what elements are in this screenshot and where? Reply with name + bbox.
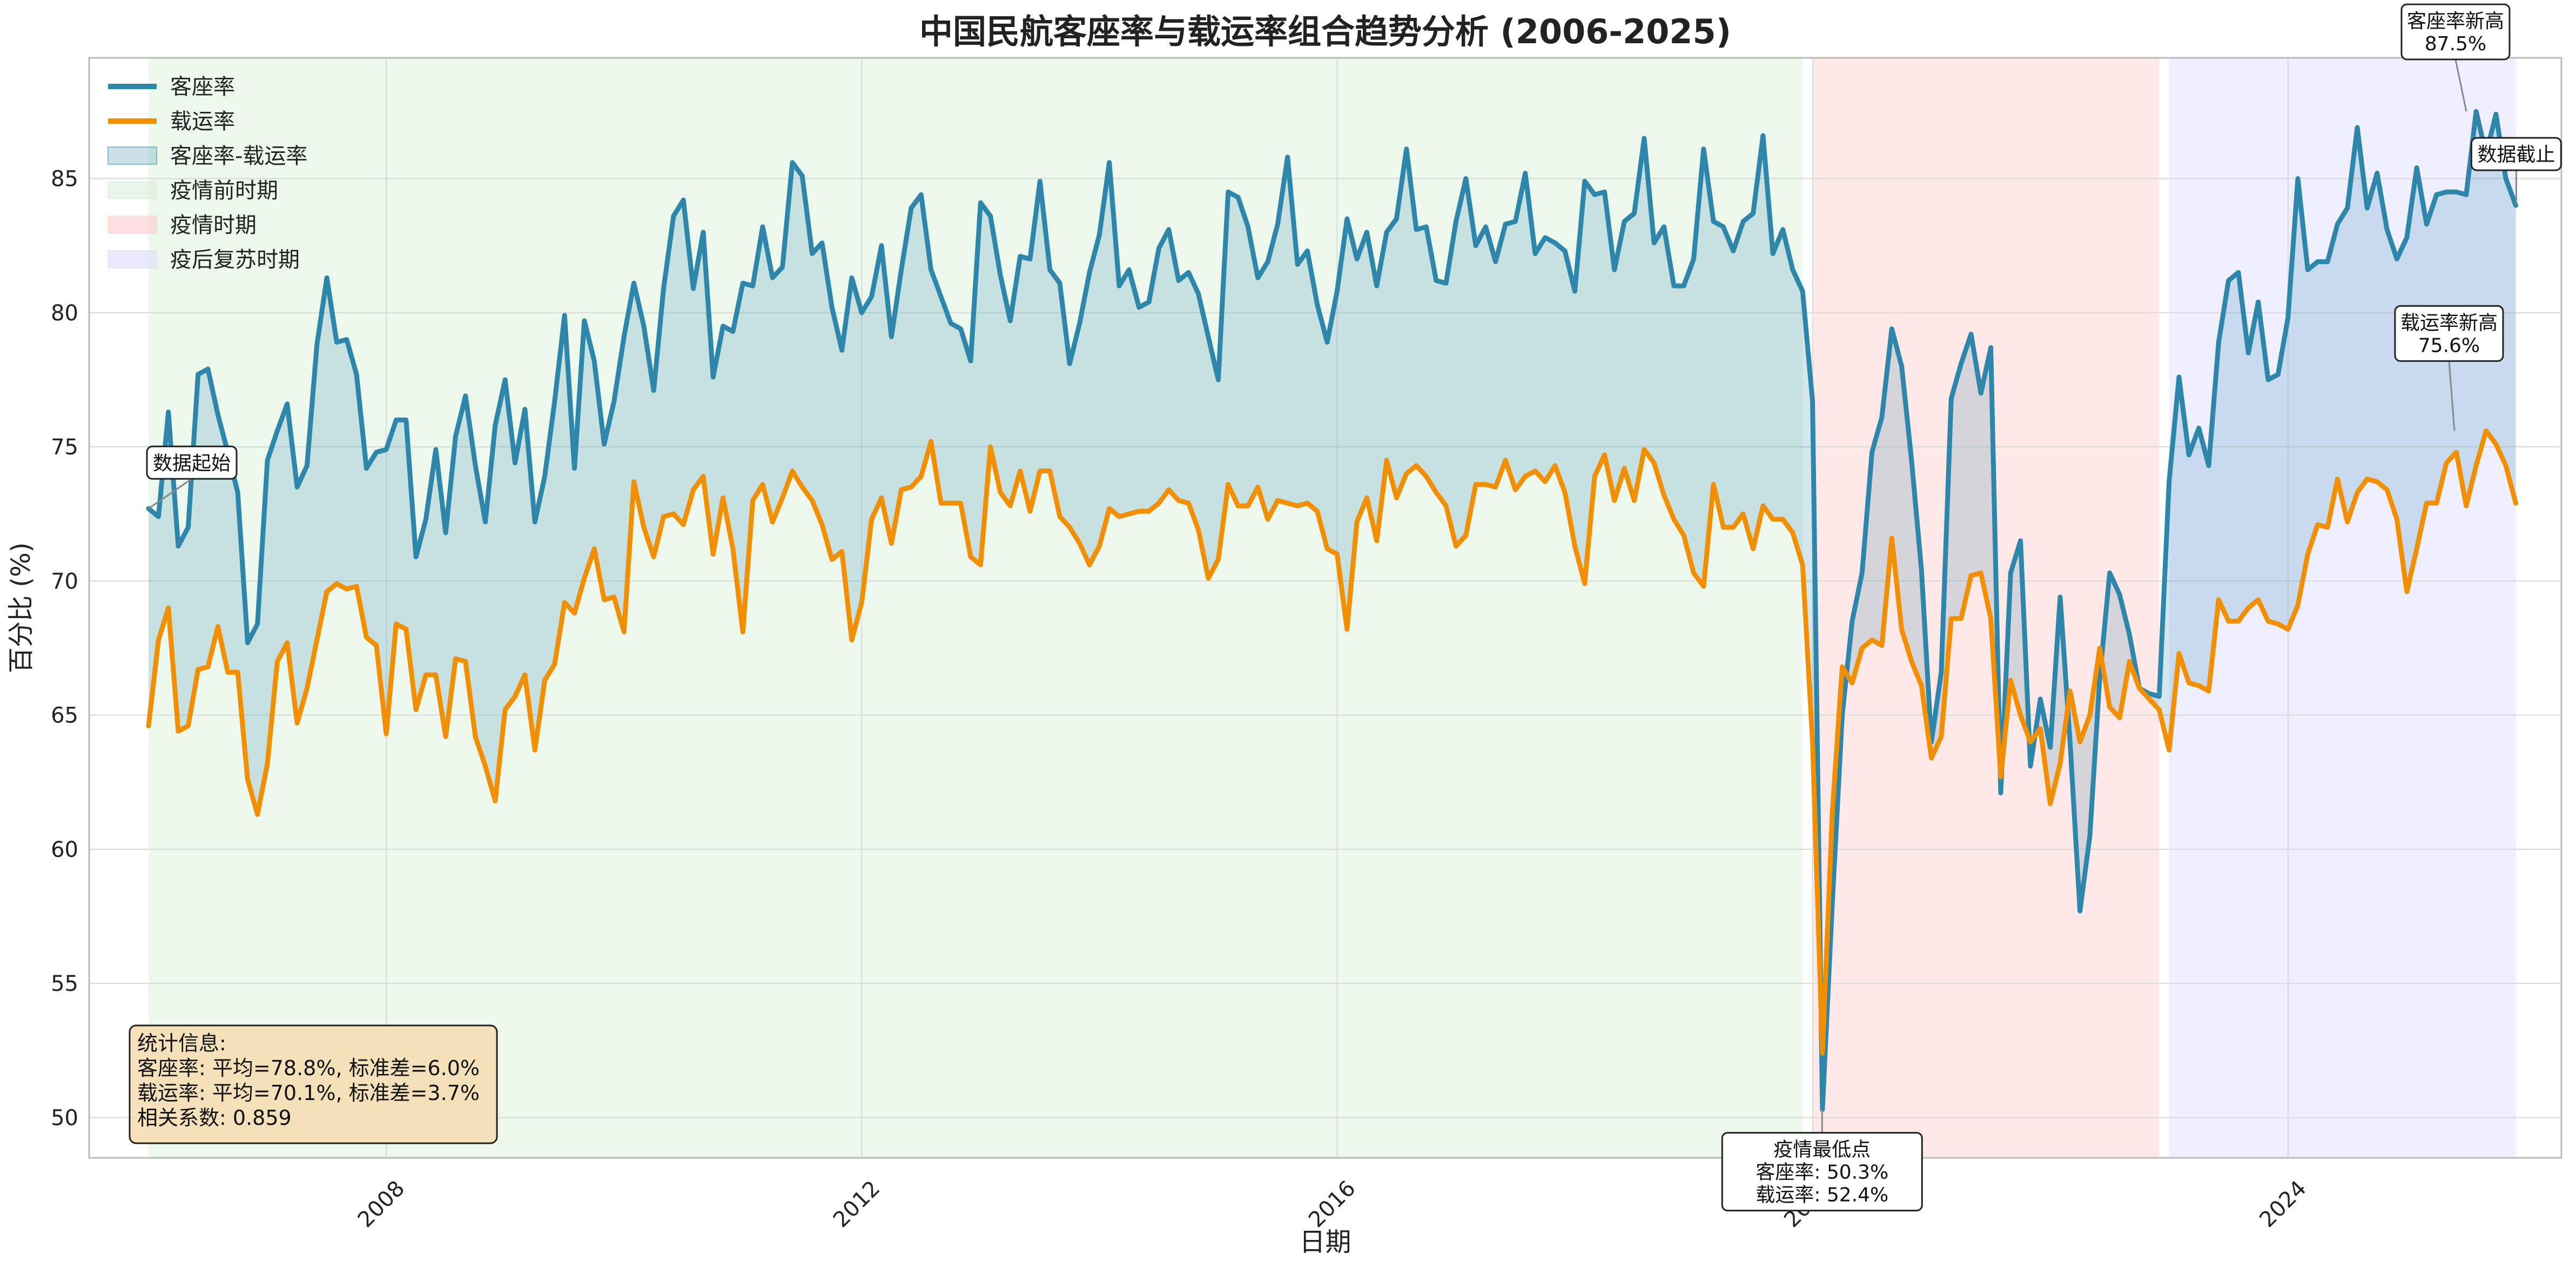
- period-band-0: [149, 58, 1803, 1158]
- legend-swatch-patch: [107, 216, 157, 234]
- stats-box: 统计信息:客座率: 平均=78.8%, 标准差=6.0%载运率: 平均=70.1…: [129, 1024, 498, 1144]
- annotation-text: 载运率新高: [2400, 312, 2498, 334]
- y-tick-label: 65: [51, 703, 78, 728]
- fill-between-area: [149, 111, 2516, 1110]
- y-tick-label: 50: [51, 1106, 78, 1131]
- stats-line: 统计信息:: [137, 1031, 226, 1055]
- stats-box-frame: [129, 1024, 498, 1144]
- annotation-text: 客座率新高: [2407, 10, 2504, 32]
- annotation-text: 疫情最低点: [1773, 1139, 1871, 1161]
- annotation-box: [1721, 1132, 1923, 1212]
- y-tick-label: 70: [51, 569, 78, 594]
- period-bands: [149, 58, 2516, 1158]
- legend-label: 疫情前时期: [170, 178, 278, 203]
- stats-line: 客座率: 平均=78.8%, 标准差=6.0%: [137, 1056, 480, 1080]
- legend-swatch-patch: [107, 181, 157, 199]
- annotation-arrow: [148, 478, 192, 509]
- annotation-text: 载运率: 52.4%: [1756, 1184, 1888, 1206]
- annotation-box: [2394, 305, 2504, 362]
- legend-label: 疫后复苏时期: [170, 247, 300, 272]
- stats-line: 相关系数: 0.859: [137, 1106, 292, 1130]
- y-tick-label: 75: [51, 435, 78, 460]
- series-line-0: [146, 109, 2518, 1112]
- annotation-text: 数据起始: [153, 452, 231, 474]
- annotation-text: 75.6%: [2418, 334, 2480, 357]
- difference-area: [149, 111, 2516, 1110]
- legend-swatch-patch: [107, 146, 157, 165]
- chart-title: 中国民航客座率与载运率组合趋势分析 (2006-2025): [919, 12, 1731, 51]
- annotation-text: 客座率: 50.3%: [1756, 1162, 1888, 1184]
- y-tick-label: 85: [51, 166, 78, 191]
- period-band-2: [2169, 58, 2516, 1158]
- y-tick-label: 55: [51, 971, 78, 996]
- annotation-text: 数据截止: [2477, 144, 2555, 166]
- annotation-box: [2470, 137, 2562, 171]
- annotation-box: [2400, 3, 2511, 61]
- period-band-1: [1812, 58, 2160, 1158]
- y-axis-label: 百分比 (%): [6, 542, 36, 673]
- annotation-box: [146, 445, 238, 480]
- legend-swatch-patch: [107, 250, 157, 269]
- legend-label: 客座率-载运率: [170, 144, 307, 169]
- annotation-arrow: [2448, 361, 2456, 431]
- legend-label: 疫情时期: [170, 213, 257, 238]
- x-axis-label: 日期: [1299, 1227, 1351, 1257]
- grid: [89, 58, 2561, 1158]
- y-tick-label: 80: [51, 301, 78, 326]
- stats-line: 载运率: 平均=70.1%, 标准差=3.7%: [137, 1081, 480, 1105]
- legend-label: 载运率: [170, 109, 235, 134]
- plot-frame: [88, 57, 2562, 1159]
- annotation-arrow: [2454, 59, 2467, 112]
- y-tick-label: 60: [51, 837, 78, 862]
- annotation-text: 87.5%: [2425, 33, 2486, 55]
- series-line-1: [146, 428, 2518, 1056]
- series-lines: [146, 109, 2518, 1112]
- y-ticks: 50 55 60 65 70 75 80 85: [51, 166, 78, 1130]
- legend-label: 客座率: [170, 75, 235, 99]
